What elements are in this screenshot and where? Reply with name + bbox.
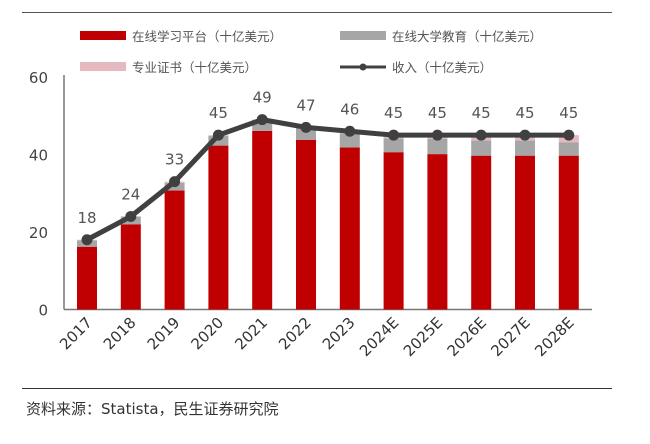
data-label: 45 [559,104,578,122]
y-tick-label: 40 [29,147,48,165]
revenue-point [125,211,137,222]
data-label: 46 [340,100,359,118]
legend-label: 在线学习平台（十亿美元） [132,29,283,44]
x-tick-label: 2024E [356,314,402,360]
data-label: 33 [165,151,184,169]
top-rule [22,12,612,13]
revenue-point [563,129,575,141]
bar-segment-1 [208,135,229,146]
bar-segment-1 [427,139,448,155]
y-tick-label: 60 [29,69,48,87]
revenue-point [475,129,487,141]
data-label: 49 [253,89,272,107]
bar-segment-1 [558,142,579,156]
bar-segment-0 [120,224,141,310]
bottom-rule [22,388,612,389]
data-label: 18 [77,209,96,227]
x-tick-label: 2018 [100,314,140,354]
data-label: 47 [296,96,315,114]
bar-segment-0 [208,145,229,310]
revenue-point [169,176,181,188]
legend-item-revenue: 收入（十亿美元） [340,57,492,76]
data-label: 45 [428,104,447,122]
legend-item-university: 在线大学教育（十亿美元） [340,26,542,45]
bar-segment-1 [252,120,273,131]
x-tick-label: 2025E [400,314,446,360]
revenue-point [212,129,224,141]
data-label: 45 [515,104,534,122]
x-tick-label: 2022 [275,314,315,354]
bar-segment-0 [296,139,316,310]
bar-segment-1 [339,133,360,148]
legend-swatch [80,31,126,40]
x-tick-label: 2021 [231,314,271,354]
x-tick-label: 2023 [319,314,359,354]
revenue-point [81,234,93,246]
x-tick-label: 2017 [56,314,96,354]
legend-label: 在线大学教育（十亿美元） [392,29,543,44]
data-label: 45 [472,104,491,122]
data-label: 24 [121,186,140,204]
legend-line-marker [340,63,386,70]
legend-label: 专业证书（十亿美元） [132,60,258,75]
bar-segment-0 [339,147,360,310]
revenue-point [431,129,443,141]
bar-segment-0 [77,246,97,310]
bar-segment-0 [471,155,492,310]
x-tick-label: 2027E [487,314,533,360]
legend-swatch [80,62,126,71]
bar-segment-0 [558,155,579,310]
bar-segment-0 [515,155,535,310]
revenue-point [256,114,268,126]
x-tick-label: 2026E [444,314,490,360]
bar-segment-1 [296,127,316,140]
revenue-line [85,117,569,242]
y-tick-label: 0 [38,302,48,320]
legend-item-platform: 在线学习平台（十亿美元） [80,26,282,45]
legend-item-certificate: 专业证书（十亿美元） [80,57,257,76]
x-tick-label: 2028E [531,314,577,360]
bar-segment-0 [383,152,404,310]
source-note: 资料来源：Statista，民生证券研究院 [26,400,279,418]
revenue-point [519,129,531,141]
data-label: 45 [209,104,228,122]
plot-area: 0 20 40 60 2017 2018 2019 2020 2021 2022 20232024E… [29,69,592,360]
bar-segment-1 [471,140,492,156]
bar-segment-0 [427,154,448,310]
bar-segment-1 [383,138,404,153]
x-tick-label: 2019 [144,314,184,354]
revenue-point [300,121,312,133]
x-tick-label: 2020 [187,314,227,354]
legend-swatch [340,31,386,40]
y-tick-label: 20 [29,224,48,242]
legend-label: 收入（十亿美元） [392,60,493,75]
revenue-point [344,125,356,137]
revenue-point [388,129,400,141]
bar-segment-0 [164,190,185,310]
bar-segment-0 [252,130,273,310]
bar-segment-1 [515,140,535,156]
data-label: 45 [384,104,403,122]
